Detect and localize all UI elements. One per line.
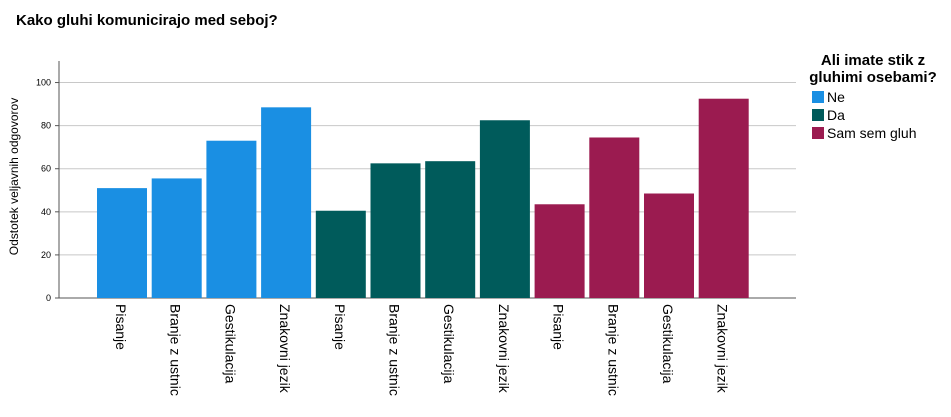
bar: [425, 161, 476, 298]
legend-swatch: [812, 91, 824, 103]
legend-title: Ali imate stik z gluhimi osebami?: [809, 52, 937, 86]
y-tick-label: 0: [46, 293, 51, 303]
legend-label: Ne: [827, 89, 845, 105]
x-tick-label: Znakovni jezik: [277, 304, 293, 394]
bar: [589, 137, 640, 298]
bar: [534, 204, 585, 298]
x-tick-label: Branje z ustnic: [168, 304, 184, 396]
y-tick-label: 20: [41, 250, 51, 260]
legend-swatch: [812, 127, 824, 139]
y-tick-label: 60: [41, 164, 51, 174]
y-tick-label: 80: [41, 121, 51, 131]
x-tick-label: Pisanje: [113, 304, 129, 350]
bar: [644, 193, 694, 298]
bar: [479, 120, 530, 298]
x-tick-label: Znakovni jezik: [715, 304, 731, 394]
y-tick-label: 40: [41, 207, 51, 217]
bar: [206, 140, 257, 298]
y-tick-label: 100: [36, 78, 51, 88]
legend: Ali imate stik z gluhimi osebami? Ne Da Sa…: [806, 52, 951, 142]
chart-title: Kako gluhi komunicirajo med seboj?: [16, 12, 278, 29]
x-tick-label: Gestikulacija: [222, 304, 238, 384]
legend-items: Ne Da Sam sem gluh: [806, 88, 951, 142]
legend-swatch: [812, 109, 824, 121]
x-tick-label: Pisanje: [332, 304, 348, 350]
x-tick-label: Znakovni jezik: [496, 304, 512, 394]
x-tick-label: Branje z ustnic: [605, 304, 621, 396]
bar: [97, 188, 147, 298]
x-tick-label: Pisanje: [551, 304, 567, 350]
bar: [370, 163, 421, 298]
legend-item: Ne: [812, 88, 951, 106]
x-tick-label: Gestikulacija: [660, 304, 676, 384]
bar: [151, 178, 202, 298]
legend-label: Sam sem gluh: [827, 125, 917, 141]
legend-label: Da: [827, 107, 845, 123]
x-tick-label: Gestikulacija: [441, 304, 457, 384]
x-tick-label: Branje z ustnic: [387, 304, 403, 396]
y-axis-label: Odstotek veljavnih odgovorov: [7, 98, 21, 255]
bar: [698, 98, 749, 298]
bar: [261, 107, 312, 298]
legend-item: Da: [812, 106, 951, 124]
legend-item: Sam sem gluh: [812, 124, 951, 142]
bar: [315, 210, 366, 298]
